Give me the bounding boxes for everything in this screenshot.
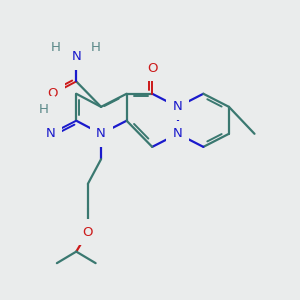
Text: N: N	[71, 50, 81, 63]
Text: O: O	[48, 87, 58, 100]
Text: H: H	[51, 41, 61, 54]
Text: N: N	[46, 127, 56, 140]
Text: H: H	[39, 103, 49, 116]
Text: H: H	[91, 41, 100, 54]
Text: N: N	[173, 100, 183, 113]
Text: N: N	[173, 127, 183, 140]
Text: N: N	[96, 127, 106, 140]
Text: O: O	[147, 62, 158, 75]
Text: O: O	[82, 226, 93, 239]
